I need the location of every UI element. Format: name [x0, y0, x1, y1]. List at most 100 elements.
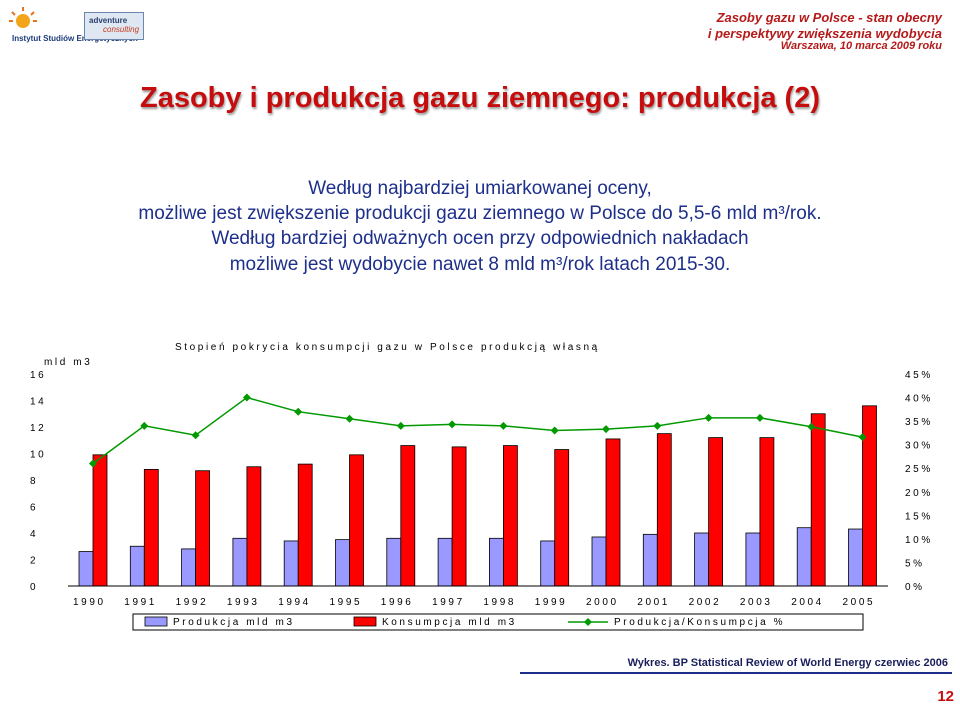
- y2-tick-label: 25%: [905, 464, 933, 475]
- ise-logo: Instytut Studiów Energetycznych: [6, 4, 138, 56]
- sun-logo-icon: [9, 7, 37, 28]
- bar-production: [796, 527, 812, 587]
- y2-tick-label: 20%: [905, 488, 933, 499]
- y2-tick-label: 0%: [905, 582, 925, 593]
- bar-consumption: [759, 437, 775, 587]
- bar-production: [232, 537, 248, 587]
- point-ratio: [704, 413, 713, 422]
- x-tick-label: 1995: [330, 597, 363, 608]
- conference-title: Zasoby gazu w Polsce - stan obecny: [716, 10, 942, 25]
- bar-production: [335, 539, 350, 587]
- logo-mid-line1: adventure: [89, 16, 128, 25]
- chart-source: Wykres. BP Statistical Review of World E…: [627, 657, 948, 669]
- bar-production: [488, 537, 504, 587]
- bar-consumption: [708, 437, 723, 587]
- x-tick-label: 1996: [381, 597, 414, 608]
- x-tick-label: 1990: [73, 597, 106, 608]
- point-ratio: [755, 413, 764, 422]
- y2-tick-label: 40%: [905, 394, 933, 405]
- conference-subtitle: i perspektywy zwiększenia wydobycia: [707, 26, 942, 41]
- y2-tick-label: 30%: [905, 441, 933, 452]
- bar-consumption: [246, 466, 262, 587]
- legend-ratio: Produkcja/Konsumpcja %: [614, 617, 785, 628]
- y-tick-label: 8: [30, 476, 38, 487]
- bar-consumption: [143, 468, 159, 587]
- x-tick-label: 1999: [535, 597, 568, 608]
- legend-consumption: Konsumpcja mld m3: [382, 617, 517, 628]
- bar-consumption: [297, 463, 313, 587]
- slide-title: Zasoby i produkcja gazu ziemnego: produk…: [140, 82, 820, 114]
- bar-consumption: [400, 445, 416, 587]
- bar-consumption: [92, 454, 108, 587]
- y-tick-label: 6: [30, 503, 38, 514]
- bar-production: [386, 537, 402, 587]
- text-line-1: Według najbardziej umiarkowanej oceny,: [308, 178, 652, 199]
- point-ratio: [602, 425, 610, 434]
- page-number: 12: [937, 688, 954, 705]
- x-tick-label: 1994: [278, 597, 311, 608]
- bar-production: [694, 532, 709, 587]
- text-line-3: Według bardziej odważnych ocen przy odpo…: [211, 228, 749, 249]
- legend-box: [132, 613, 864, 631]
- x-tick-label: 1998: [483, 597, 516, 608]
- conference-place-date: Warszawa, 10 marca 2009 roku: [780, 40, 942, 52]
- y2-tick-label: 35%: [905, 417, 933, 428]
- bar-consumption: [605, 438, 621, 587]
- point-ratio: [89, 459, 97, 468]
- y-tick-label: 16: [30, 370, 46, 381]
- bar-production: [591, 536, 607, 587]
- logo-mid-line2: consulting: [103, 25, 140, 34]
- point-ratio: [807, 422, 816, 431]
- legend-marker-ratio: [584, 618, 592, 626]
- legend-swatch-consumption: [353, 616, 377, 627]
- legend-production: Produkcja mld m3: [173, 617, 295, 628]
- bar-consumption: [451, 446, 467, 587]
- y-tick-label: 0: [30, 582, 38, 593]
- y-axis-label: mld m3: [44, 357, 92, 368]
- point-ratio: [345, 414, 354, 423]
- chart-title: Stopień pokrycia konsumpcji gazu w Polsc…: [175, 342, 600, 353]
- bar-production: [848, 528, 863, 587]
- x-tick-label: 2000: [586, 597, 619, 608]
- adventure-consulting-logo: adventure consulting: [84, 12, 144, 40]
- y-tick-label: 4: [30, 529, 38, 540]
- footer-divider: [520, 672, 952, 674]
- x-tick-label: 1993: [227, 597, 260, 608]
- gas-coverage-chart: Stopień pokrycia konsumpcji gazu w Polsc…: [30, 342, 933, 631]
- line-ratio: [92, 396, 863, 465]
- y2-tick-label: 15%: [905, 511, 933, 522]
- bar-consumption: [554, 449, 570, 587]
- y-tick-label: 2: [30, 556, 38, 567]
- x-tick-label: 2005: [843, 597, 876, 608]
- text-line-2: możliwe jest zwiększenie produkcji gazu …: [138, 203, 822, 224]
- bar-production: [283, 540, 299, 587]
- point-ratio: [858, 433, 867, 442]
- text-line-4: możliwe jest wydobycie nawet 8 mld m³/ro…: [229, 254, 731, 275]
- point-ratio: [396, 421, 405, 430]
- bar-production: [540, 540, 556, 587]
- ise-logo-text: Instytut Studiów Energetycznych: [12, 34, 138, 43]
- bar-production: [437, 537, 453, 587]
- x-tick-label: 2002: [689, 597, 722, 608]
- bar-production: [745, 532, 761, 587]
- x-tick-label: 2004: [791, 597, 824, 608]
- y2-tick-label: 5%: [905, 558, 925, 569]
- y-tick-label: 14: [30, 397, 46, 408]
- bar-consumption: [502, 445, 518, 587]
- x-tick-label: 1992: [176, 597, 209, 608]
- y2-tick-label: 45%: [905, 370, 933, 381]
- bar-consumption: [862, 405, 877, 587]
- bar-production: [642, 533, 658, 587]
- bar-production: [78, 551, 94, 587]
- y2-tick-label: 10%: [905, 535, 933, 546]
- y-tick-label: 12: [30, 423, 46, 434]
- point-ratio: [191, 431, 200, 440]
- point-ratio: [448, 420, 457, 429]
- point-ratio: [242, 393, 251, 402]
- bar-consumption: [195, 470, 211, 587]
- y-tick-label: 10: [30, 450, 46, 461]
- point-ratio: [653, 421, 662, 430]
- bar-consumption: [656, 433, 672, 587]
- point-ratio: [294, 407, 303, 416]
- x-tick-label: 1991: [124, 597, 157, 608]
